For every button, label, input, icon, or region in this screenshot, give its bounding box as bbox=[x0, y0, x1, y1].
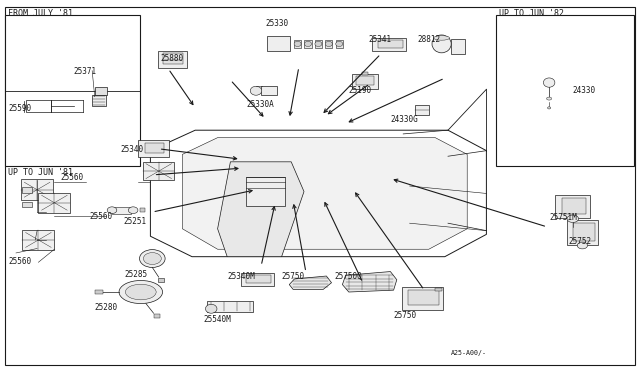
Bar bbox=[402, 287, 444, 310]
Text: 25340: 25340 bbox=[120, 145, 143, 154]
Bar bbox=[567, 220, 598, 245]
Text: 25190: 25190 bbox=[349, 86, 372, 94]
Ellipse shape bbox=[567, 215, 579, 222]
Polygon shape bbox=[342, 272, 397, 292]
Text: 28812: 28812 bbox=[417, 35, 440, 44]
Ellipse shape bbox=[305, 41, 312, 46]
Text: UP TO JUN '82: UP TO JUN '82 bbox=[499, 9, 564, 18]
Bar bbox=[261, 86, 276, 95]
Bar bbox=[372, 38, 406, 51]
Ellipse shape bbox=[432, 35, 451, 53]
Text: 25750: 25750 bbox=[282, 272, 305, 281]
Bar bbox=[22, 202, 32, 207]
Bar bbox=[378, 40, 403, 48]
Polygon shape bbox=[218, 162, 304, 257]
Bar bbox=[573, 223, 595, 241]
Bar bbox=[26, 100, 51, 112]
Ellipse shape bbox=[577, 242, 588, 249]
Text: 25330A: 25330A bbox=[246, 100, 274, 109]
Bar bbox=[325, 40, 332, 48]
Text: 25750Q: 25750Q bbox=[335, 272, 362, 281]
Ellipse shape bbox=[336, 41, 343, 46]
Ellipse shape bbox=[250, 86, 262, 95]
Bar bbox=[92, 95, 106, 106]
Bar bbox=[562, 198, 586, 214]
Bar bbox=[246, 177, 285, 206]
Bar bbox=[246, 275, 271, 283]
Bar bbox=[158, 278, 164, 282]
Bar bbox=[22, 230, 54, 250]
Text: 24330: 24330 bbox=[573, 86, 596, 94]
Bar bbox=[143, 162, 174, 180]
Polygon shape bbox=[182, 138, 467, 249]
Bar bbox=[268, 36, 290, 51]
Ellipse shape bbox=[548, 107, 550, 109]
Text: 25590: 25590 bbox=[8, 104, 31, 113]
Bar bbox=[159, 51, 188, 68]
Bar bbox=[145, 143, 164, 153]
Text: 25340M: 25340M bbox=[227, 272, 255, 280]
Ellipse shape bbox=[205, 304, 217, 313]
Bar bbox=[140, 208, 145, 212]
Text: A25-A00/-: A25-A00/- bbox=[451, 350, 487, 356]
Text: 25540M: 25540M bbox=[204, 315, 231, 324]
Text: 25560: 25560 bbox=[8, 257, 31, 266]
Bar bbox=[556, 195, 591, 218]
Text: FROM JULY '81: FROM JULY '81 bbox=[8, 9, 74, 18]
Text: 25285: 25285 bbox=[125, 270, 148, 279]
Ellipse shape bbox=[125, 284, 156, 300]
Text: 24330G: 24330G bbox=[390, 115, 418, 124]
Ellipse shape bbox=[315, 41, 322, 46]
Bar bbox=[362, 72, 368, 75]
Bar bbox=[496, 15, 634, 166]
Bar bbox=[408, 290, 439, 305]
Bar bbox=[95, 290, 103, 294]
Bar bbox=[294, 40, 301, 48]
Bar bbox=[435, 288, 442, 291]
Ellipse shape bbox=[143, 253, 161, 264]
Bar bbox=[5, 15, 140, 166]
Bar bbox=[112, 207, 131, 214]
Ellipse shape bbox=[128, 207, 138, 214]
Ellipse shape bbox=[325, 41, 332, 46]
Bar bbox=[352, 74, 378, 89]
Bar bbox=[21, 180, 53, 200]
Bar bbox=[451, 39, 465, 54]
Text: 25330: 25330 bbox=[266, 19, 289, 28]
Text: 25341: 25341 bbox=[368, 35, 391, 44]
Text: 25880: 25880 bbox=[160, 54, 183, 63]
Text: 25280: 25280 bbox=[95, 303, 118, 312]
Text: UP TO JUN '81: UP TO JUN '81 bbox=[8, 168, 74, 177]
Ellipse shape bbox=[547, 97, 552, 100]
Ellipse shape bbox=[140, 250, 165, 267]
Bar bbox=[241, 273, 274, 286]
Bar bbox=[138, 140, 169, 157]
Bar bbox=[305, 40, 312, 48]
Ellipse shape bbox=[108, 207, 116, 214]
Ellipse shape bbox=[119, 280, 163, 304]
Polygon shape bbox=[289, 276, 332, 289]
Bar bbox=[207, 301, 253, 312]
Bar bbox=[95, 87, 107, 95]
Text: 25371: 25371 bbox=[74, 67, 97, 76]
Ellipse shape bbox=[294, 41, 301, 46]
Text: 25560: 25560 bbox=[61, 173, 84, 182]
Bar bbox=[22, 187, 32, 193]
Bar bbox=[356, 76, 374, 85]
Text: 25751M: 25751M bbox=[549, 213, 577, 222]
Text: 25750: 25750 bbox=[394, 311, 417, 320]
Text: 25560: 25560 bbox=[90, 212, 113, 221]
Text: 25251: 25251 bbox=[124, 217, 147, 225]
Bar bbox=[38, 193, 70, 213]
Bar bbox=[154, 314, 160, 318]
Ellipse shape bbox=[543, 78, 555, 87]
Ellipse shape bbox=[434, 36, 449, 40]
Bar bbox=[315, 40, 322, 48]
Bar bbox=[163, 53, 183, 64]
Bar bbox=[336, 40, 343, 48]
Text: 25752: 25752 bbox=[568, 237, 591, 246]
Bar bbox=[415, 105, 429, 115]
Polygon shape bbox=[150, 130, 486, 257]
